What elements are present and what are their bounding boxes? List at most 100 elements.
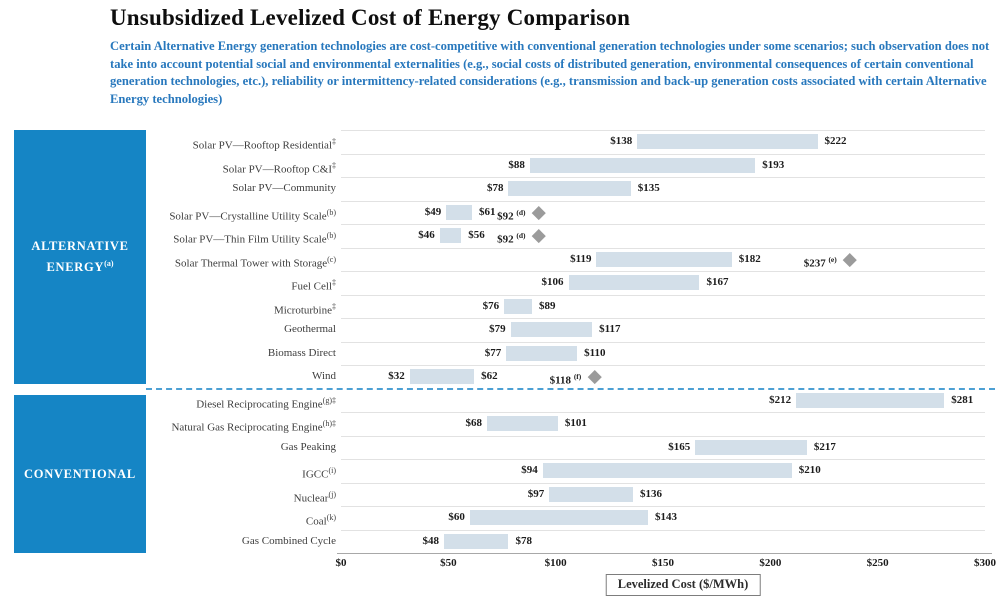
max-value-label: $182 [738,252,761,265]
diamond-marker-icon [587,370,602,384]
row-separator [341,529,985,531]
row-separator [341,318,985,319]
range-bar [444,533,509,549]
marker-value-label: $92 (d) [497,207,526,223]
range-bar [486,416,558,431]
row-separator [341,294,985,296]
range-bar [469,510,648,525]
range-bar [695,439,807,455]
max-value-label: $110 [584,346,606,359]
row-label-solar-pv-rooftop-residential: Solar PV—Rooftop Residential‡ [192,137,336,152]
row-separator [341,412,985,413]
x-axis-tick-label: $200 [759,557,782,569]
row-separator [341,482,985,484]
max-value-label: $193 [762,158,785,171]
row-plot: $60 $143 [341,506,985,530]
diamond-marker-icon [843,252,857,266]
row-label-fuel-cell: Fuel Cell‡ [291,278,336,293]
max-value-label: $143 [654,511,677,523]
max-value-label: $78 [515,534,532,547]
max-value-label: $56 [468,229,485,241]
row-label-wind: Wind [312,370,336,382]
section-block-conventional: CONVENTIONAL [14,395,146,553]
row-label-solar-thermal-tower-with-storage: Solar Thermal Tower with Storage(c) [174,254,336,270]
row-plot: $138 $222 [341,130,985,154]
row-separator [341,177,985,178]
range-bar [409,369,475,384]
x-axis-tick-label: $50 [440,557,457,569]
x-axis-tick-label: $300 [974,557,996,569]
row-plot: $68 $101 [341,412,985,436]
min-value-label: $79 [489,323,506,335]
row-label-solar-pv-community: Solar PV—Community [232,182,336,194]
range-bar [568,275,700,290]
min-value-label: $46 [418,229,435,241]
min-value-label: $49 [424,205,442,218]
max-value-label: $136 [639,487,662,500]
x-axis-tick-label: $100 [544,557,567,569]
row-label-solar-pv-thin-film-utility-scale: Solar PV—Thin Film Utility Scale(b) [173,231,336,246]
row-plot: $49 $61 $92 (d) [341,201,985,225]
max-value-label: $101 [564,417,587,429]
page-subtitle: Certain Alternative Energy generation te… [110,39,990,106]
page-title: Unsubsidized Levelized Cost of Energy Co… [110,5,631,30]
range-bar [506,345,578,361]
max-value-label: $61 [478,205,496,218]
range-bar [504,298,533,314]
range-bar [446,204,472,220]
row-separator [341,341,985,343]
row-separator [341,365,985,366]
min-value-label: $165 [668,440,691,453]
row-separator [341,247,985,249]
row-separator [341,506,985,507]
x-axis-title-box: Levelized Cost ($/MWh) [605,574,761,596]
row-separator [341,200,985,202]
row-label-nuclear: Nuclear(j) [293,489,336,505]
range-bar [542,463,792,478]
section-label-conventional: CONVENTIONAL [24,466,136,481]
row-separator [341,271,985,272]
range-bar [796,392,945,408]
row-label-gas-combined-cycle: Gas Combined Cycle [241,534,336,547]
min-value-label: $48 [422,534,440,547]
max-value-label: $222 [824,135,847,147]
x-axis-line [337,553,992,554]
min-value-label: $88 [508,158,525,171]
row-plot: $32 $62 $118 (f) [341,365,985,389]
x-axis-tick-label: $0 [335,557,347,569]
row-label-solar-pv-rooftop-c-i: Solar PV—Rooftop C&I‡ [222,160,336,176]
x-axis-tick-label: $150 [652,557,674,569]
max-value-label: $167 [706,276,729,288]
max-value-label: $117 [599,323,621,335]
section-divider-dashed-line [146,387,995,390]
diamond-marker-icon [531,205,546,219]
row-plot: $94 $210 [341,459,985,483]
row-separator [341,435,985,437]
row-plot: $46 $56 $92 (d) [341,224,985,248]
row-separator [341,130,985,131]
row-label-natural-gas-reciprocating-engine: Natural Gas Reciprocating Engine(h)‡ [171,419,336,434]
row-plot: $77 $110 [341,342,985,366]
min-value-label: $60 [448,511,465,523]
min-value-label: $138 [610,135,633,147]
row-separator [341,224,985,225]
row-label-microturbine: Microturbine‡ [273,301,336,317]
row-plot: $165 $217 [341,436,985,460]
row-plot: $88 $193 [341,154,985,178]
row-label-solar-pv-crystalline-utility-scale: Solar PV—Crystalline Utility Scale(b) [169,207,336,223]
min-value-label: $77 [484,346,502,359]
row-label-geothermal: Geothermal [284,323,336,335]
max-value-label: $135 [637,182,660,194]
range-bar [596,251,732,267]
row-separator [341,153,985,155]
marker-value-label: $92 (d) [497,231,526,246]
range-bar [508,181,631,196]
min-value-label: $97 [527,487,545,500]
row-label-igcc: IGCC(i) [302,466,336,481]
min-value-label: $32 [388,370,405,382]
x-axis-tick-label: $250 [866,557,889,569]
row-plot: $48 $78 [341,530,985,554]
row-label-biomass-direct: Biomass Direct [267,346,336,359]
